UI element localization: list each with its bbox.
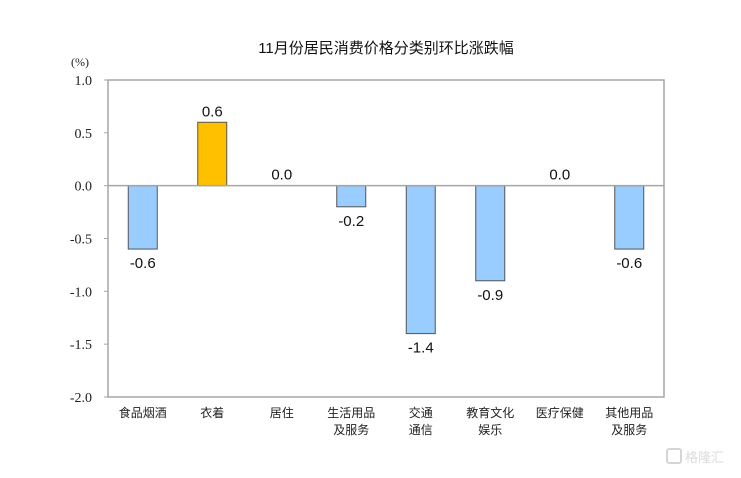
watermark-text: 格隆汇 xyxy=(685,450,724,465)
y-tick-label: -0.5 xyxy=(70,233,92,248)
chart-title: 11月份居民消费价格分类别环比涨跌幅 xyxy=(258,40,514,57)
data-label: 0.0 xyxy=(549,167,570,184)
bar xyxy=(197,121,228,187)
watermark: 格隆汇 xyxy=(666,448,724,465)
category-label: 居住 xyxy=(270,406,294,420)
category-label: 其他用品 xyxy=(605,406,653,420)
data-label: 0.0 xyxy=(271,167,292,184)
y-tick-label: -2.0 xyxy=(70,391,92,406)
bar xyxy=(127,185,158,250)
bar xyxy=(475,185,506,282)
y-tick-label: 0.5 xyxy=(75,127,93,142)
data-label: -0.6 xyxy=(130,255,156,272)
plot-frame xyxy=(107,79,665,398)
bar xyxy=(405,185,436,335)
category-label: 娱乐 xyxy=(478,423,502,437)
category-label: 食品烟酒 xyxy=(119,405,167,420)
category-label: 及服务 xyxy=(333,422,369,437)
bar xyxy=(614,185,645,250)
category-label: 衣着 xyxy=(200,405,224,420)
category-label: 医疗保健 xyxy=(536,406,584,420)
data-label: -0.2 xyxy=(338,213,364,230)
y-tick-label: 0.0 xyxy=(75,180,93,195)
category-label: 教育文化 xyxy=(466,405,514,420)
category-label: 及服务 xyxy=(611,422,647,437)
bar xyxy=(336,185,367,208)
watermark-logo-icon xyxy=(666,448,682,464)
data-label: -0.6 xyxy=(616,255,642,272)
category-label: 交通 xyxy=(409,405,433,420)
data-label: -0.9 xyxy=(477,287,503,304)
y-tick-label: 1.0 xyxy=(75,74,93,89)
category-label: 生活用品 xyxy=(327,406,375,420)
data-label: -1.4 xyxy=(408,340,434,357)
y-axis-unit: (%) xyxy=(71,55,89,69)
data-label: 0.6 xyxy=(202,103,223,120)
y-tick-label: -1.0 xyxy=(70,285,92,300)
y-tick-label: -1.5 xyxy=(70,338,92,353)
category-label: 通信 xyxy=(409,423,433,437)
